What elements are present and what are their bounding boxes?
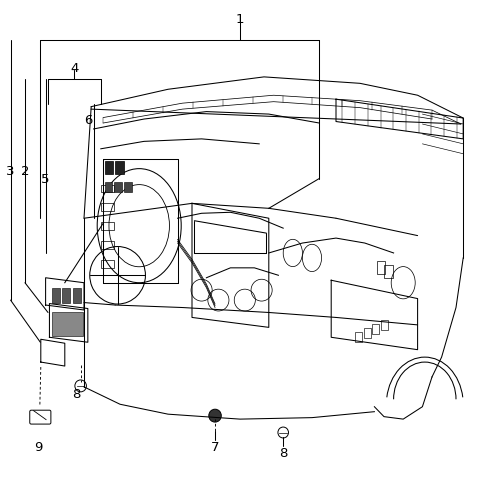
Bar <box>364 328 371 338</box>
Bar <box>52 312 83 336</box>
Bar <box>114 182 122 192</box>
Bar <box>377 261 385 274</box>
Bar <box>384 265 393 278</box>
Text: 5: 5 <box>41 173 50 186</box>
Bar <box>124 182 132 192</box>
Text: 8: 8 <box>72 388 81 401</box>
Text: 2: 2 <box>21 165 29 178</box>
Text: 9: 9 <box>34 441 43 454</box>
Bar <box>101 260 114 268</box>
Bar <box>115 161 124 174</box>
Text: 1: 1 <box>236 13 244 26</box>
Circle shape <box>209 409 221 422</box>
Text: 8: 8 <box>279 447 288 460</box>
Bar <box>101 203 114 211</box>
Bar <box>372 324 379 334</box>
Bar <box>73 288 81 303</box>
Text: 4: 4 <box>70 62 79 75</box>
Text: 7: 7 <box>211 441 219 454</box>
Bar <box>62 288 70 303</box>
Bar <box>52 288 60 303</box>
Bar <box>101 241 114 249</box>
Text: 3: 3 <box>6 165 15 178</box>
Bar <box>101 185 114 192</box>
Text: 6: 6 <box>84 114 93 126</box>
Bar <box>355 332 362 342</box>
Bar <box>105 161 113 174</box>
Bar <box>381 320 388 330</box>
Bar <box>105 182 112 192</box>
Bar <box>101 222 114 230</box>
